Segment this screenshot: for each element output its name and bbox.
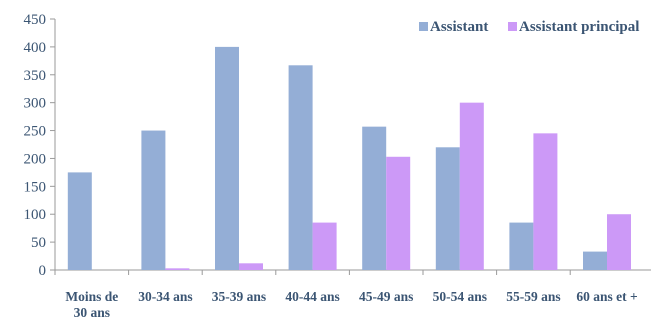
y-tick-label: 250	[24, 124, 47, 140]
bar-assistant	[509, 222, 534, 270]
x-category-label: Moins de	[65, 289, 118, 304]
bar-assistant	[141, 130, 166, 270]
bar-assistant	[362, 126, 387, 270]
y-tick-label: 150	[24, 179, 47, 195]
y-tick-label: 50	[31, 235, 46, 251]
bar-assistant-principal	[312, 222, 337, 270]
bars	[67, 46, 631, 271]
bar-assistant-principal	[607, 214, 631, 270]
x-category-label: 60 ans et +	[576, 289, 637, 304]
y-tick-label: 200	[24, 151, 47, 167]
bar-assistant-principal	[165, 268, 190, 270]
y-tick-label: 0	[39, 263, 47, 279]
bar-assistant	[215, 46, 239, 271]
bar-assistant-principal	[459, 102, 484, 271]
x-category-label: 50-54 ans	[433, 289, 487, 304]
bar-assistant	[583, 251, 607, 270]
x-category-label: 35-39 ans	[212, 289, 266, 304]
y-tick-label: 350	[24, 68, 47, 84]
y-tick-label: 450	[24, 12, 47, 28]
x-category-label: 55-59 ans	[506, 289, 560, 304]
x-category-label: 40-44 ans	[285, 289, 339, 304]
x-category-label: 30-34 ans	[138, 289, 192, 304]
y-tick-label: 300	[24, 96, 47, 112]
y-tick-label: 400	[24, 40, 47, 56]
legend-swatch	[508, 22, 517, 31]
y-tick-label: 100	[24, 207, 47, 223]
bar-assistant	[435, 147, 460, 270]
x-category-label: 45-49 ans	[359, 289, 413, 304]
bar-assistant-principal	[239, 263, 263, 270]
legend-label: Assistant	[430, 19, 488, 35]
legend-label: Assistant principal	[519, 19, 639, 35]
legend-swatch	[419, 22, 428, 31]
bar-assistant	[288, 65, 313, 270]
x-category-label: 30 ans	[74, 305, 110, 320]
bar-assistant	[67, 172, 92, 270]
legend: Assistant Assistant principal	[419, 19, 639, 35]
y-axis: 0 50 100 150 200 250 300 350 400 450	[24, 12, 56, 279]
bar-assistant-principal	[386, 156, 411, 270]
bar-assistant-principal	[533, 133, 558, 270]
